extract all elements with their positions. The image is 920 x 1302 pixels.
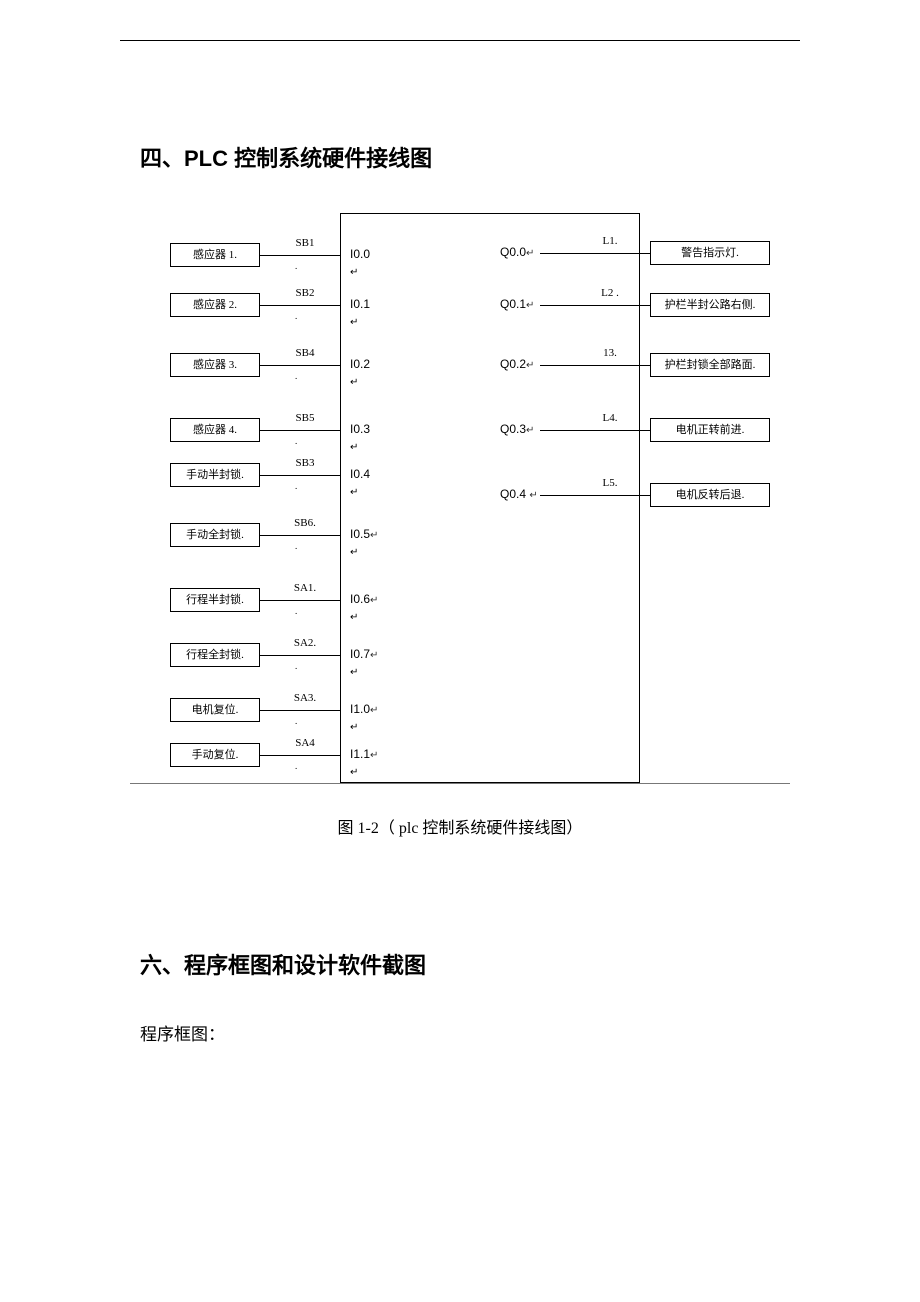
- input-io-label: I0.1: [350, 297, 370, 311]
- output-io-label: Q0.4 ↵: [500, 487, 538, 501]
- output-symbol-label: L1.: [590, 235, 630, 247]
- symbol-mark: .: [295, 716, 297, 726]
- input-box: 手动复位.: [170, 743, 260, 767]
- enter-mark: ↵: [350, 767, 358, 778]
- input-io-label: I1.1↵: [350, 747, 378, 761]
- enter-mark: ↵: [350, 377, 358, 388]
- symbol-mark: .: [295, 606, 297, 616]
- enter-mark: ↵: [350, 487, 358, 498]
- output-symbol-label: 13.: [590, 347, 630, 359]
- wire: [260, 600, 340, 601]
- top-rule: [120, 40, 800, 41]
- input-io-label: I0.5↵: [350, 527, 378, 541]
- wire: [260, 430, 340, 431]
- wire: [260, 710, 340, 711]
- wire: [540, 430, 650, 431]
- enter-mark: ↵: [350, 667, 358, 678]
- input-box: 手动半封锁.: [170, 463, 260, 487]
- input-box: 感应器 4.: [170, 418, 260, 442]
- switch-label: SB6.: [285, 517, 325, 529]
- output-io-label: Q0.3↵: [500, 422, 534, 436]
- symbol-mark: .: [295, 311, 297, 321]
- input-box: 感应器 1.: [170, 243, 260, 267]
- output-symbol-label: L5.: [590, 477, 630, 489]
- enter-mark: ↵: [350, 547, 358, 558]
- switch-label: SB2: [285, 287, 325, 299]
- page-container: 四、PLC 控制系统硬件接线图 感应器 1. SB1. I0.0 ↵ 感应器 2. SB2…: [0, 40, 920, 1045]
- wire: [540, 365, 650, 366]
- output-io-label: Q0.0↵: [500, 245, 534, 259]
- symbol-mark: .: [295, 261, 297, 271]
- input-io-label: I0.6↵: [350, 592, 378, 606]
- section-heading-6: 六、程序框图和设计软件截图: [140, 948, 920, 980]
- section-heading-4: 四、PLC 控制系统硬件接线图: [140, 141, 920, 173]
- input-box: 感应器 2.: [170, 293, 260, 317]
- input-box: 行程半封锁.: [170, 588, 260, 612]
- enter-mark: ↵: [350, 267, 358, 278]
- switch-label: SA4: [285, 737, 325, 749]
- enter-mark: ↵: [350, 722, 358, 733]
- wire: [260, 255, 340, 256]
- symbol-mark: .: [295, 661, 297, 671]
- switch-label: SA1.: [285, 582, 325, 594]
- output-io-label: Q0.2↵: [500, 357, 534, 371]
- switch-label: SB5: [285, 412, 325, 424]
- enter-mark: ↵: [350, 442, 358, 453]
- symbol-mark: .: [295, 761, 297, 771]
- symbol-mark: .: [295, 481, 297, 491]
- switch-label: SB4: [285, 347, 325, 359]
- switch-label: SB3: [285, 457, 325, 469]
- output-box: 警告指示灯.: [650, 241, 770, 265]
- subtext-label: 程序框图：: [140, 1020, 920, 1045]
- switch-label: SA2.: [285, 637, 325, 649]
- output-box: 护栏封锁全部路面.: [650, 353, 770, 377]
- output-symbol-label: L4.: [590, 412, 630, 424]
- wire: [260, 305, 340, 306]
- wire: [260, 755, 340, 756]
- input-io-label: I0.7↵: [350, 647, 378, 661]
- switch-label: SB1: [285, 237, 325, 249]
- input-io-label: I0.4: [350, 467, 370, 481]
- symbol-mark: .: [295, 541, 297, 551]
- input-io-label: I0.3: [350, 422, 370, 436]
- symbol-mark: .: [295, 436, 297, 446]
- input-io-label: I0.2: [350, 357, 370, 371]
- input-box: 手动全封锁.: [170, 523, 260, 547]
- input-box: 感应器 3.: [170, 353, 260, 377]
- input-box: 行程全封锁.: [170, 643, 260, 667]
- wire: [260, 535, 340, 536]
- wiring-diagram: 感应器 1. SB1. I0.0 ↵ 感应器 2. SB2. I0.1 ↵ 感应器 3. SB4.…: [170, 213, 810, 793]
- input-box: 电机复位.: [170, 698, 260, 722]
- output-box: 电机正转前进.: [650, 418, 770, 442]
- wire: [260, 365, 340, 366]
- figure-caption: 图 1-2（ plc 控制系统硬件接线图）: [0, 814, 920, 838]
- wire: [540, 305, 650, 306]
- switch-label: SA3.: [285, 692, 325, 704]
- output-symbol-label: L2 .: [590, 287, 630, 299]
- output-box: 护栏半封公路右侧.: [650, 293, 770, 317]
- input-io-label: I0.0: [350, 247, 370, 261]
- wire: [540, 253, 650, 254]
- enter-mark: ↵: [350, 317, 358, 328]
- enter-mark: ↵: [350, 612, 358, 623]
- wire: [260, 655, 340, 656]
- wire: [540, 495, 650, 496]
- wire: [260, 475, 340, 476]
- output-box: 电机反转后退.: [650, 483, 770, 507]
- output-io-label: Q0.1↵: [500, 297, 534, 311]
- symbol-mark: .: [295, 371, 297, 381]
- input-io-label: I1.0↵: [350, 702, 378, 716]
